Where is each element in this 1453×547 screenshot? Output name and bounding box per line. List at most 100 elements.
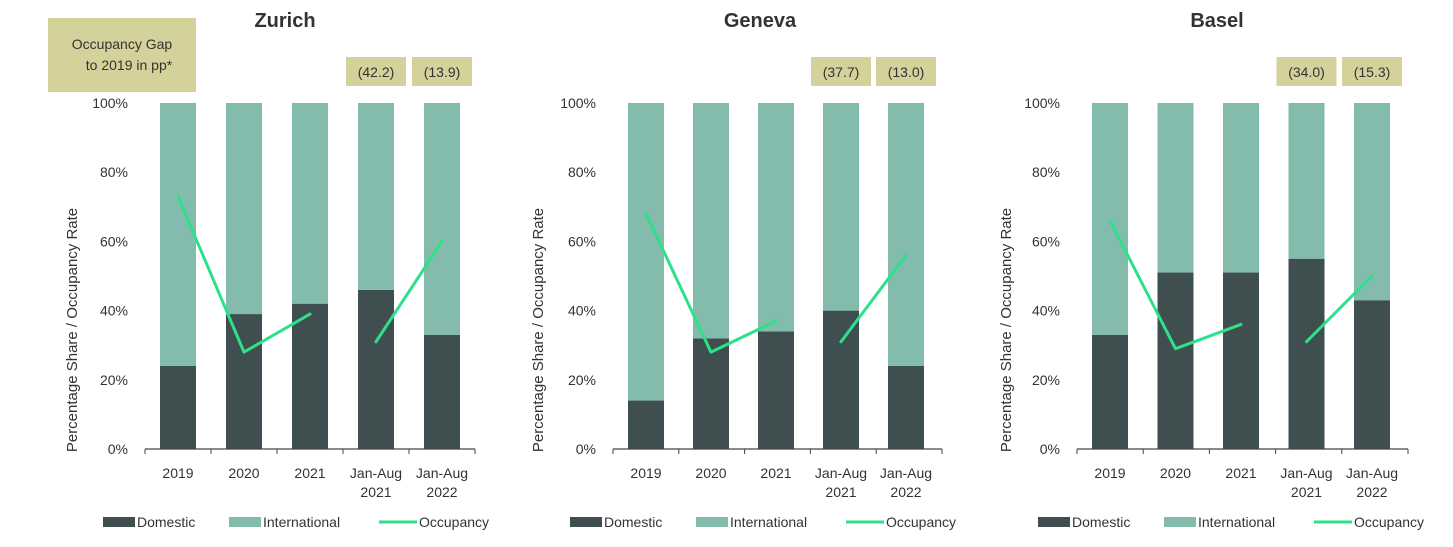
x-tick-label: 2021 <box>1225 465 1256 481</box>
bar-domestic <box>292 303 328 449</box>
x-tick-label: 2022 <box>426 484 457 500</box>
bar-international <box>823 103 859 311</box>
y-tick-label: 100% <box>92 95 128 111</box>
bar-international <box>358 103 394 290</box>
bar-international <box>292 103 328 304</box>
bar-domestic <box>758 331 794 449</box>
chart-title: Zurich <box>254 10 315 32</box>
gap-box <box>811 57 871 86</box>
y-tick-label: 40% <box>1032 303 1060 319</box>
legend-label-domestic: Domestic <box>1072 514 1130 530</box>
occupancy-gap-note <box>48 18 196 92</box>
x-tick-label: 2020 <box>695 465 726 481</box>
bar-domestic <box>1288 258 1325 449</box>
occupancy-line <box>374 239 444 344</box>
legend-label-domestic: Domestic <box>137 514 195 530</box>
bar-domestic <box>226 314 262 449</box>
bar-international <box>758 103 794 332</box>
legend-label-international: International <box>730 514 807 530</box>
y-tick-label: 80% <box>100 164 128 180</box>
gap-value: (37.7) <box>823 64 860 80</box>
occupancy-line <box>176 194 312 354</box>
occupancy-line <box>1108 219 1243 351</box>
legend-swatch-international <box>696 517 728 527</box>
gap-note-line-1: Occupancy Gap <box>71 36 173 52</box>
occupancy-line <box>1305 274 1374 344</box>
x-tick-label: 2021 <box>760 465 791 481</box>
chart-title: Basel <box>1190 10 1243 32</box>
bar-domestic <box>358 289 394 449</box>
bar-international <box>1157 103 1194 273</box>
bar-international <box>888 103 924 366</box>
y-axis-label: Percentage Share / Occupancy Rate <box>530 208 547 452</box>
chart-panel-basel: Basel Percentage Share / Occupancy Rate 0%… <box>998 10 1424 530</box>
legend-swatch-international <box>229 517 261 527</box>
x-tick-label: 2019 <box>1094 465 1125 481</box>
gap-value: (13.0) <box>888 64 925 80</box>
x-tick-label: Jan-Aug <box>1280 465 1332 481</box>
x-tick-label: 2020 <box>228 465 259 481</box>
x-tick-label: 2021 <box>294 465 325 481</box>
bar-international <box>160 103 196 366</box>
bar-international <box>1354 103 1390 301</box>
y-tick-label: 80% <box>1032 164 1060 180</box>
legend-label-occupancy: Occupancy <box>1354 514 1424 530</box>
occupancy-gap-note-text: Occupancy Gap to 2019 in pp* <box>48 34 196 76</box>
x-tick-label: 2020 <box>1160 465 1191 481</box>
gap-value: (15.3) <box>1354 64 1391 80</box>
y-tick-label: 100% <box>1024 95 1060 111</box>
y-tick-label: 80% <box>568 164 596 180</box>
y-axis-label: Percentage Share / Occupancy Rate <box>998 208 1015 452</box>
legend-swatch-international <box>1164 517 1196 527</box>
gap-box <box>876 57 936 86</box>
bar-domestic <box>888 365 924 449</box>
chart-title: Geneva <box>724 10 797 32</box>
gap-box <box>346 57 406 86</box>
legend-swatch-domestic <box>1038 517 1070 527</box>
bar-international <box>226 103 262 315</box>
chart-panel-zurich: Zurich Percentage Share / Occupancy Rate 0… <box>64 10 489 530</box>
bar-domestic <box>1354 300 1390 449</box>
y-tick-label: 60% <box>100 233 128 249</box>
y-tick-label: 100% <box>560 95 596 111</box>
legend-label-domestic: Domestic <box>604 514 662 530</box>
bar-international <box>1223 103 1259 273</box>
y-tick-label: 20% <box>100 372 128 388</box>
x-tick-label: Jan-Aug <box>1346 465 1398 481</box>
bar-domestic <box>628 400 664 449</box>
occupancy-line <box>839 253 908 344</box>
x-tick-label: Jan-Aug <box>880 465 932 481</box>
x-tick-label: 2022 <box>890 484 921 500</box>
bar-domestic <box>693 338 729 449</box>
bar-domestic <box>823 310 859 449</box>
legend-swatch-domestic <box>570 517 602 527</box>
x-tick-label: 2019 <box>162 465 193 481</box>
y-tick-label: 0% <box>108 441 128 457</box>
gap-box <box>1276 57 1337 86</box>
gap-box <box>1342 57 1402 86</box>
legend-label-occupancy: Occupancy <box>419 514 489 530</box>
x-tick-label: Jan-Aug <box>350 465 402 481</box>
legend-label-international: International <box>263 514 340 530</box>
legend-label-international: International <box>1198 514 1275 530</box>
y-tick-label: 20% <box>568 372 596 388</box>
bar-domestic <box>1157 272 1194 449</box>
y-tick-label: 20% <box>1032 372 1060 388</box>
legend-label-occupancy: Occupancy <box>886 514 956 530</box>
x-tick-label: Jan-Aug <box>815 465 867 481</box>
occupancy-line <box>644 212 778 354</box>
chart-panel-geneva: Geneva Percentage Share / Occupancy Rate 0… <box>530 10 956 530</box>
y-tick-label: 0% <box>1040 441 1060 457</box>
x-tick-label: 2021 <box>825 484 856 500</box>
y-tick-label: 40% <box>568 303 596 319</box>
bar-international <box>1092 103 1128 335</box>
bar-domestic <box>1092 334 1128 449</box>
gap-value: (34.0) <box>1288 64 1325 80</box>
gap-value: (42.2) <box>358 64 395 80</box>
bar-domestic <box>160 365 196 449</box>
gap-box <box>412 57 472 86</box>
x-tick-label: 2021 <box>360 484 391 500</box>
x-tick-label: 2021 <box>1291 484 1322 500</box>
